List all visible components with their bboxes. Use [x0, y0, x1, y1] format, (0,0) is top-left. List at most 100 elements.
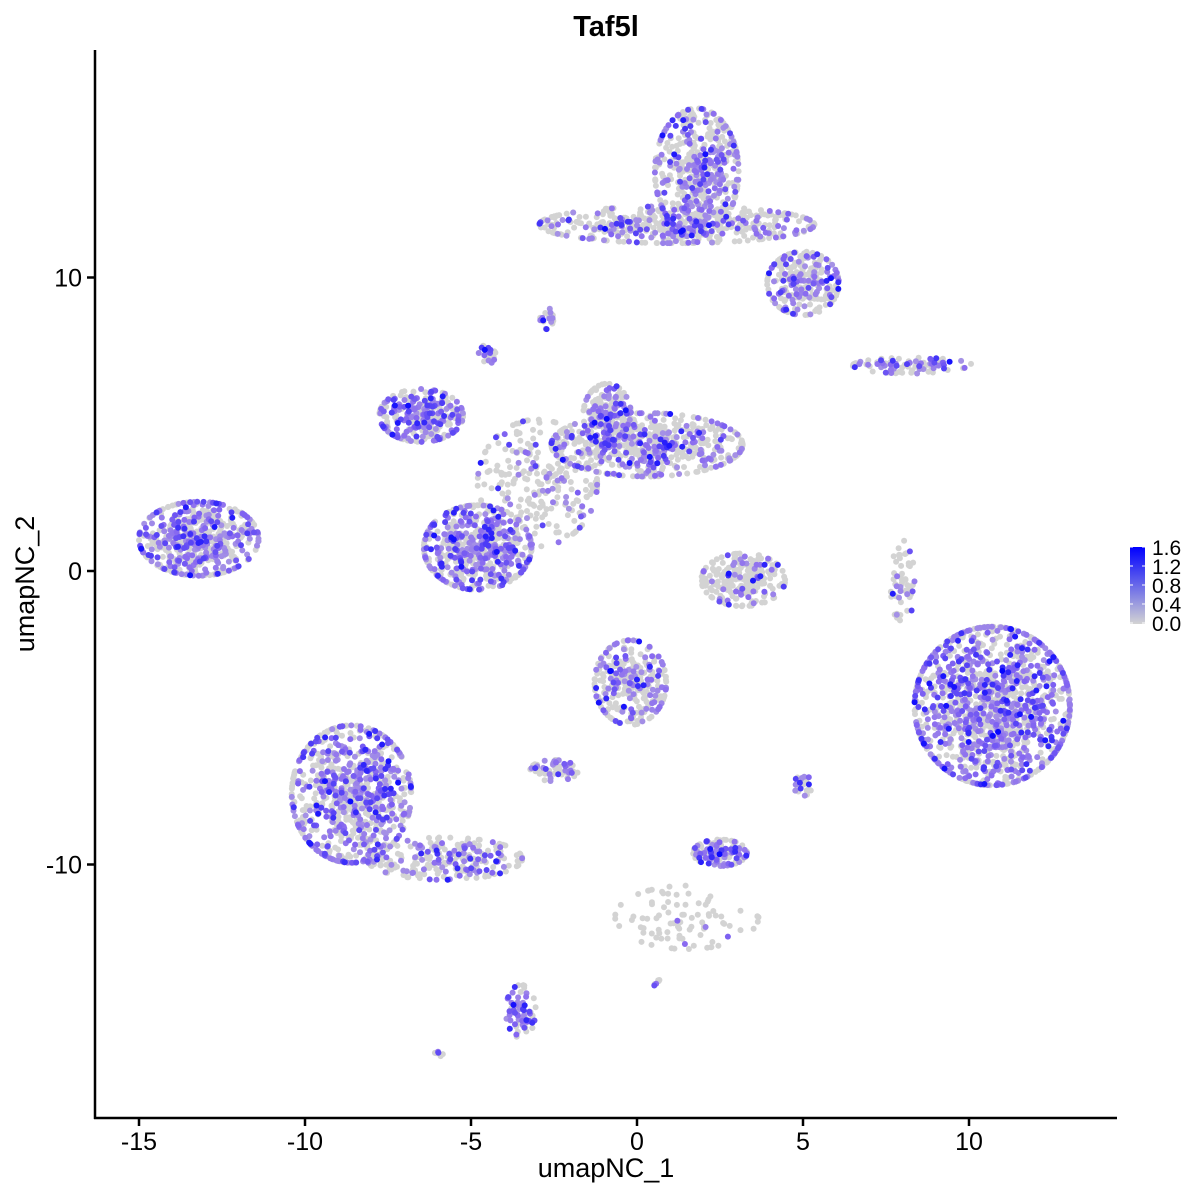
cell-point	[833, 290, 840, 297]
cell-point-expressing	[419, 856, 426, 863]
cell-point	[508, 511, 515, 518]
cell-point	[535, 449, 541, 456]
cell-point	[583, 477, 589, 484]
cell-point	[761, 211, 768, 218]
cell-point-expressing	[154, 561, 161, 568]
cell-point-expressing	[563, 429, 570, 435]
cell-point	[906, 563, 913, 570]
cell-point	[897, 617, 903, 624]
cell-point-expressing	[482, 511, 489, 518]
cell-point	[648, 941, 655, 948]
cell-point	[578, 437, 585, 444]
cell-point	[533, 510, 540, 517]
cell-point	[769, 585, 776, 592]
cell-point	[631, 721, 638, 728]
cell-point-expressing	[570, 209, 577, 216]
cell-point	[718, 454, 725, 461]
cell-point	[721, 138, 728, 145]
cell-point-expressing	[623, 393, 630, 400]
cell-point	[552, 419, 559, 426]
cell-point	[869, 368, 876, 375]
cell-point-expressing	[515, 557, 521, 564]
cell-point	[736, 238, 743, 245]
cell-point-expressing	[504, 495, 511, 502]
cell-point	[893, 558, 900, 565]
cell-point	[600, 219, 606, 225]
cell-point	[1018, 690, 1025, 697]
cell-point	[665, 909, 672, 916]
cell-point	[731, 551, 737, 557]
cell-point	[307, 777, 314, 784]
cell-point-expressing	[731, 183, 738, 190]
cell-point-expressing	[676, 471, 683, 477]
cell-point	[343, 816, 350, 823]
cell-point-expressing	[565, 505, 572, 512]
cell-point	[1044, 668, 1051, 675]
cell-point	[673, 901, 680, 908]
cell-point-expressing	[1052, 708, 1059, 715]
cell-point	[539, 514, 546, 521]
cell-point	[624, 233, 631, 240]
cell-point	[690, 942, 697, 949]
cell-point	[672, 415, 679, 422]
cell-point	[829, 287, 836, 294]
cell-point	[617, 901, 624, 908]
cell-point	[726, 587, 733, 594]
cell-point	[499, 470, 505, 477]
cell-point-expressing	[403, 868, 410, 875]
cell-point-expressing	[398, 785, 405, 792]
cell-point	[898, 562, 905, 569]
cell-point	[651, 658, 658, 665]
cell-point	[394, 863, 400, 870]
cell-point	[816, 308, 823, 315]
cell-point	[485, 582, 492, 589]
cell-point	[517, 437, 524, 444]
cell-point-expressing	[460, 850, 467, 857]
cell-point	[311, 795, 318, 802]
cell-point	[648, 899, 655, 906]
cell-point	[599, 381, 606, 388]
cell-point	[397, 392, 404, 399]
cell-point-expressing	[801, 792, 808, 799]
cell-point	[616, 923, 623, 929]
cell-point	[441, 846, 448, 853]
cell-point	[1019, 684, 1026, 691]
cell-point	[553, 523, 560, 530]
cell-point-expressing	[1003, 657, 1010, 664]
cell-point	[721, 920, 728, 927]
cell-point	[530, 435, 537, 442]
cell-point	[652, 176, 659, 183]
cell-point	[663, 144, 670, 151]
cell-point	[424, 861, 431, 868]
cell-point	[731, 238, 738, 245]
cell-point	[709, 594, 716, 601]
cell-point	[506, 471, 513, 477]
cell-point	[652, 164, 659, 171]
cell-point	[713, 571, 720, 578]
cell-point-expressing	[148, 558, 155, 565]
cell-point-expressing	[639, 718, 646, 725]
cell-point	[599, 671, 606, 678]
cell-point-expressing	[554, 230, 561, 237]
cell-point	[449, 394, 456, 401]
cell-point	[737, 927, 744, 934]
cell-point	[679, 911, 686, 918]
cell-point	[694, 211, 700, 218]
cell-point	[495, 440, 502, 447]
cell-point	[592, 676, 599, 683]
cell-point	[673, 451, 680, 458]
cell-point	[949, 753, 956, 760]
cell-point	[552, 471, 559, 478]
cell-point	[648, 930, 655, 937]
cell-point-expressing	[638, 709, 645, 716]
cell-point	[661, 156, 668, 163]
cell-point	[377, 862, 384, 869]
cell-point	[709, 939, 716, 945]
cell-point	[488, 485, 495, 492]
cell-point	[529, 1024, 536, 1031]
cell-point	[524, 457, 530, 464]
cell-point	[686, 926, 693, 933]
cell-point	[554, 494, 561, 501]
cell-point-expressing	[620, 646, 627, 653]
cell-point	[776, 260, 783, 267]
